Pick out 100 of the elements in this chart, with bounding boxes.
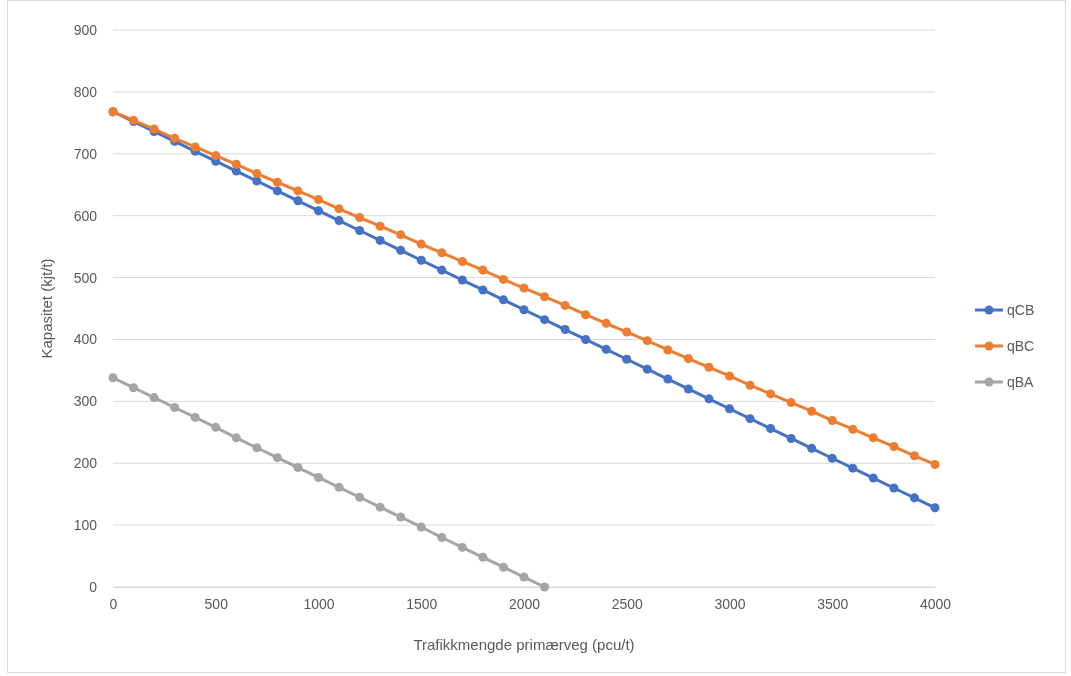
point xyxy=(190,142,200,152)
point xyxy=(581,310,591,320)
point xyxy=(375,221,385,231)
point xyxy=(807,443,817,453)
point xyxy=(252,169,262,179)
point xyxy=(293,186,303,196)
point xyxy=(437,248,447,258)
point xyxy=(478,285,488,295)
point xyxy=(766,424,776,434)
y-tick-label: 300 xyxy=(73,393,98,410)
point xyxy=(581,334,591,344)
point xyxy=(663,345,673,355)
point xyxy=(272,177,282,187)
x-tick-label: 2500 xyxy=(611,595,644,612)
point xyxy=(231,159,241,169)
y-tick-label: 400 xyxy=(73,331,98,348)
point xyxy=(457,542,467,552)
point xyxy=(642,336,652,346)
point xyxy=(724,371,735,381)
legend-label: qBA xyxy=(1007,374,1035,390)
point xyxy=(889,442,899,452)
point xyxy=(560,300,570,310)
point xyxy=(170,403,180,413)
x-tick-label: 1500 xyxy=(406,595,438,612)
point xyxy=(355,226,365,236)
point xyxy=(622,354,632,364)
point xyxy=(868,433,878,443)
legend-label: qCB xyxy=(1007,302,1035,318)
point xyxy=(601,344,611,354)
point xyxy=(930,503,940,513)
point xyxy=(313,195,324,205)
point xyxy=(663,374,673,384)
x-tick-label: 1000 xyxy=(303,595,335,612)
point xyxy=(540,292,550,302)
point xyxy=(909,493,919,503)
point xyxy=(211,151,221,161)
x-axis-title: Trafikkmengde primærveg (pcu/t) xyxy=(413,636,635,653)
point xyxy=(437,265,447,275)
point xyxy=(396,245,406,255)
y-tick-label: 600 xyxy=(73,207,98,224)
y-tick-label: 200 xyxy=(73,455,98,472)
point xyxy=(478,552,488,562)
point xyxy=(149,393,159,403)
point xyxy=(313,472,324,482)
point xyxy=(375,502,385,512)
point xyxy=(498,562,508,572)
y-axis-title: Kapasitet (kjt/t) xyxy=(38,258,55,359)
y-tick-label: 500 xyxy=(73,269,98,286)
x-tick-label: 0 xyxy=(109,595,118,612)
point xyxy=(766,389,776,399)
point xyxy=(334,482,344,492)
point xyxy=(272,453,282,463)
point xyxy=(930,459,940,469)
point xyxy=(498,295,508,305)
x-tick-label: 500 xyxy=(204,595,229,612)
x-tick-label: 3500 xyxy=(817,595,849,612)
legend-label: qBC xyxy=(1007,338,1035,354)
point xyxy=(416,255,426,265)
point xyxy=(683,354,693,364)
point xyxy=(478,265,488,275)
point xyxy=(272,186,282,196)
point xyxy=(519,572,529,582)
point xyxy=(909,451,919,461)
y-tick-label: 900 xyxy=(73,21,98,38)
point xyxy=(252,443,262,453)
point xyxy=(108,373,118,383)
point xyxy=(601,318,611,328)
point xyxy=(704,362,714,372)
point xyxy=(231,433,241,443)
point xyxy=(745,380,755,390)
point xyxy=(745,414,755,424)
point xyxy=(498,274,508,284)
point xyxy=(416,239,426,249)
point xyxy=(396,230,406,240)
point xyxy=(396,512,406,522)
point xyxy=(540,315,550,325)
point xyxy=(560,325,570,335)
point xyxy=(786,398,796,408)
point xyxy=(868,473,878,483)
point xyxy=(540,582,550,592)
point xyxy=(293,196,303,206)
point xyxy=(848,463,858,473)
point xyxy=(457,256,467,266)
x-tick-label: 2000 xyxy=(508,595,541,612)
point xyxy=(129,383,139,393)
y-tick-label: 0 xyxy=(89,578,98,595)
point xyxy=(355,213,365,223)
point xyxy=(457,275,467,285)
point xyxy=(211,422,221,432)
point xyxy=(704,394,714,404)
point xyxy=(375,235,385,245)
point xyxy=(416,522,426,532)
x-tick-label: 3000 xyxy=(714,595,746,612)
y-tick-label: 800 xyxy=(73,83,98,100)
point xyxy=(355,492,365,502)
point xyxy=(724,404,735,414)
point xyxy=(437,532,447,542)
point xyxy=(313,206,324,216)
y-tick-label: 100 xyxy=(73,517,98,534)
point xyxy=(334,204,344,214)
